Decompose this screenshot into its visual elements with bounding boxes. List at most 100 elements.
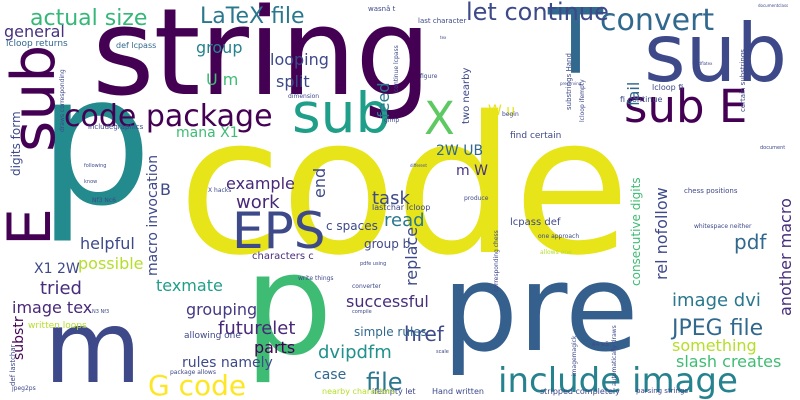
word-imagemagick: imagemagick — [571, 335, 578, 376]
word-p-large: p — [38, 37, 153, 246]
word-package-allows: package allows — [170, 369, 216, 376]
word-X: X — [424, 92, 455, 145]
word-end: end — [310, 167, 329, 198]
word-code-package: code package — [64, 99, 273, 134]
word-includegraphics: includegraphics — [88, 123, 144, 131]
word-general: general — [4, 22, 65, 41]
word-slash-creates: slash creates — [676, 352, 782, 371]
word-compile: compile — [352, 309, 372, 315]
word-p-green: p — [244, 224, 333, 387]
word-m-W: m W — [456, 163, 488, 179]
word-mana-X1: mana X1 — [176, 125, 239, 141]
word-documentclass: documentclass — [758, 3, 789, 8]
word-stripped-completely: stripped completely — [540, 387, 620, 396]
word-different: different — [410, 163, 427, 168]
word-X-hacks: X hacks — [208, 187, 232, 194]
word-allowing-one: allowing one — [184, 331, 241, 341]
word-corresponding-chess: corresponding chess — [493, 230, 500, 292]
word-example: example — [226, 174, 295, 193]
word-scale: scale — [436, 349, 449, 355]
word-U-m: U m — [206, 70, 239, 89]
word-draws-corresponding: draws corresponding — [59, 69, 66, 132]
word-pre: pre — [442, 240, 639, 379]
word-actual-size: actual size — [30, 6, 148, 31]
word-B: B — [160, 180, 171, 199]
word-gimp: gimp — [384, 117, 400, 124]
word-T: T — [548, 0, 603, 95]
word-another-macro: another macro — [776, 198, 795, 316]
word-image-dvi: image dvi — [672, 290, 761, 311]
word-parts: parts — [254, 338, 296, 357]
word-looping: looping — [270, 50, 329, 69]
word-lcpass-def: lcpass def — [510, 217, 561, 228]
word-work: work — [236, 192, 280, 213]
word-sub-teal: sub — [292, 81, 391, 145]
word-something: something — [672, 336, 757, 355]
word-grouping: grouping — [186, 300, 258, 319]
word-rel-nofollow: rel nofollow — [652, 187, 671, 280]
word-following: following — [84, 163, 107, 169]
word-replace: replace — [402, 226, 421, 286]
word-Nf3-Nc6: Nf3 Nc6 — [92, 197, 116, 204]
word-macro-invocation: macro invocation — [145, 154, 161, 276]
word-group-b: group b — [364, 237, 411, 251]
word-certain-substrings: certain substrings — [739, 49, 747, 112]
word-feed: feed — [374, 82, 393, 118]
word-document: document — [760, 145, 786, 151]
word-last-character: last character — [418, 17, 467, 25]
word-task: task — [372, 188, 410, 209]
word-code-large: code — [178, 76, 630, 297]
word-Hand-written: Hand written — [432, 387, 484, 396]
word-continue-lcpass: continue lcpass — [393, 45, 400, 92]
word-e4-e5: e4 e5 — [592, 341, 609, 348]
word-produce: produce — [464, 195, 489, 202]
word-characters-c: characters c — [252, 251, 314, 262]
word-JPEG-file: JPEG file — [672, 316, 764, 341]
word-whitespace-neither: whitespace neither — [694, 223, 752, 230]
word-preserving: preserving — [560, 81, 582, 86]
word-know: know — [84, 179, 98, 185]
word-case: case — [314, 367, 347, 383]
word-digits-form: digits form — [9, 111, 23, 176]
word-two-nearby: two nearby — [461, 67, 472, 124]
word-group: group — [196, 38, 243, 57]
word-one-approach: one approach — [538, 233, 580, 240]
word-nearby-characters: nearby characters — [322, 387, 396, 396]
word-lcloop-returns: lcloop returns — [6, 39, 68, 49]
word-consecutive-digits: consecutive digits — [629, 177, 643, 286]
word-wasnt: wasnâ t — [368, 5, 396, 13]
word-fi-continue: fi continue — [620, 95, 663, 104]
word-G-code: G code — [148, 369, 247, 400]
word-dimension: dimension — [288, 93, 320, 100]
word-split: split — [276, 72, 310, 91]
word-sub-E: sub E — [624, 80, 748, 133]
word-let-continue: let continue — [466, 0, 609, 26]
word-W-u: W u — [488, 103, 516, 119]
word-parsing-strings: parsing strings — [636, 387, 689, 395]
word-LaTeX-file: LaTeX file — [200, 4, 305, 29]
word-lastchar-lcloop: lastchar lcloop — [372, 203, 431, 212]
word-simple-rules: simple rules — [354, 325, 427, 339]
word-read: read — [384, 210, 425, 231]
word-pdflatex: pdflatex — [696, 61, 713, 66]
word-jpeg2ps: jpeg2ps — [12, 385, 36, 392]
word-texmate: texmate — [156, 276, 223, 295]
word-find-certain: find certain — [510, 131, 562, 141]
word-begin: begin — [502, 111, 519, 118]
word-possible: possible — [78, 254, 144, 273]
word-href: href — [404, 322, 444, 346]
word-futurelet: futurelet — [218, 318, 296, 339]
word-helpful: helpful — [80, 234, 135, 253]
word-tried: tried — [40, 278, 82, 299]
word-write-things: write things — [298, 275, 334, 282]
word-lcloop-fi: lcloop fi — [652, 83, 684, 92]
word-rules-namely: rules namely — [182, 355, 273, 371]
word-dvipdfm: dvipdfm — [318, 342, 392, 363]
word-def-lcpass: def lcpass — [116, 41, 157, 50]
word-sub-top-right: sub — [644, 7, 788, 100]
word-figure: figure — [420, 73, 438, 80]
word-E-vertical: E — [0, 208, 65, 246]
word-converter: converter — [352, 283, 381, 290]
word-tex: tex — [440, 35, 447, 40]
word-string: string — [92, 0, 431, 123]
